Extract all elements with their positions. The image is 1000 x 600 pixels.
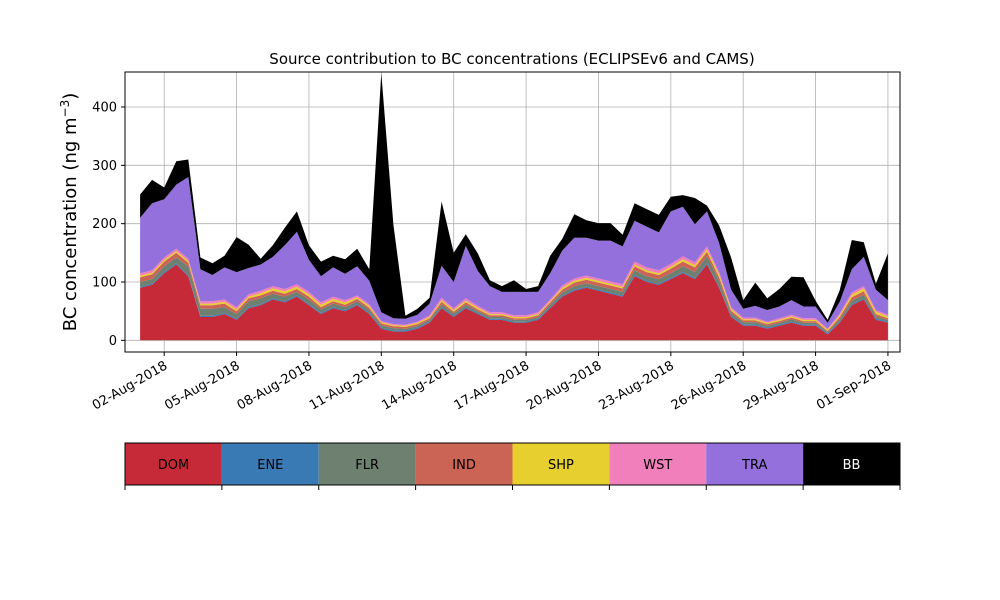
legend-swatch-ind [415, 443, 513, 485]
series-area-tra [140, 177, 888, 329]
axes-frame [124, 71, 901, 353]
legend-swatch-wst [609, 443, 707, 485]
legend-colorbar: DOM ENE FLR IND SHP WST TRA BB [124, 442, 901, 490]
legend-label-ene: ENE [257, 458, 283, 473]
y-axis-label-main: BC concentration (ng m [60, 117, 81, 331]
legend-swatch-tra [706, 443, 804, 485]
series-area-dom [140, 264, 888, 341]
series-area-wst [140, 246, 888, 330]
y-axis-label: BC concentration (ng m−3) [58, 93, 81, 332]
x-tick-label: 11-Aug-2018 [307, 358, 387, 413]
y-axis-label-sup: −3 [58, 100, 72, 118]
axes: 0 100 200 300 400 02-Aug-201805-Aug-201808-Au… [90, 71, 901, 414]
legend-swatch-shp [512, 443, 610, 485]
x-tick-label: 29-Aug-2018 [741, 358, 821, 413]
x-tick-label: 02-Aug-2018 [90, 358, 170, 413]
x-tick-label: 17-Aug-2018 [452, 358, 532, 413]
x-tick-label: 23-Aug-2018 [596, 358, 676, 413]
series-area-ind [140, 251, 888, 333]
legend-label-flr: FLR [355, 458, 379, 473]
legend-label-tra: TRA [741, 458, 767, 473]
legend-swatch-ene [221, 443, 319, 485]
x-tick-label: 14-Aug-2018 [379, 358, 459, 413]
legend-swatch-flr [318, 443, 416, 485]
y-tick-label: 100 [92, 276, 117, 291]
x-tick-label: 20-Aug-2018 [524, 358, 604, 413]
legend-label-bb: BB [843, 458, 861, 473]
y-tick-label: 200 [92, 217, 117, 232]
legend-label-dom: DOM [158, 458, 189, 473]
series-area-shp [140, 249, 888, 331]
legend-label-ind: IND [452, 458, 476, 473]
y-axis-label-close: ) [60, 93, 81, 100]
y-tick-label: 400 [92, 101, 117, 116]
legend-swatch-dom [125, 443, 222, 485]
x-tick-label: 26-Aug-2018 [669, 358, 749, 413]
series-area-bb [140, 73, 888, 323]
y-tick-label: 300 [92, 159, 117, 174]
legend-swatch-bb [803, 443, 900, 485]
legend-label-shp: SHP [548, 458, 574, 473]
x-tick-label: 05-Aug-2018 [162, 358, 242, 413]
plot-area [125, 72, 900, 352]
x-tick-label: 01-Sep-2018 [814, 358, 894, 413]
chart-title: Source contribution to BC concentrations… [269, 50, 754, 68]
series-area-flr [140, 256, 888, 334]
x-tick-label: 08-Aug-2018 [235, 358, 315, 413]
y-tick-label: 0 [109, 334, 117, 349]
legend-label-wst: WST [643, 458, 672, 473]
